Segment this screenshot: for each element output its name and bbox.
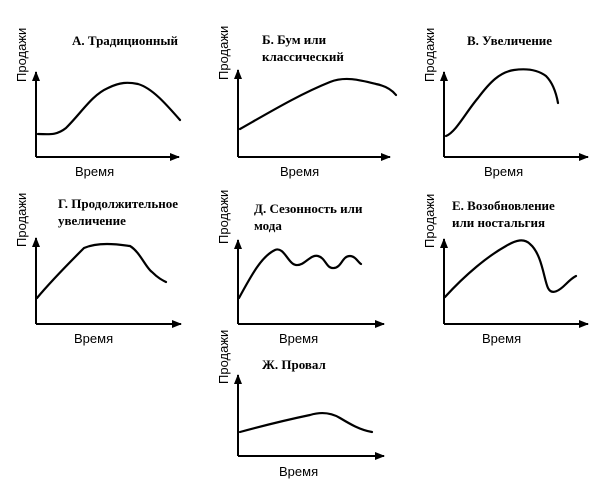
- x-axis-label: Время: [279, 464, 318, 479]
- chart-title-line-2: увеличение: [58, 213, 126, 228]
- chart-title: Г. Продолжительное: [58, 196, 178, 211]
- sales-curve: [238, 77, 398, 131]
- y-axis-label: Продажи: [216, 26, 231, 80]
- chart-title: Ж. Провал: [262, 357, 326, 372]
- y-axis-label: Продажи: [422, 28, 437, 82]
- sales-curve: [444, 68, 560, 138]
- y-axis-label: Продажи: [216, 190, 231, 244]
- y-axis-label: Продажи: [422, 194, 437, 248]
- sales-curve: [238, 411, 374, 434]
- x-axis-label: Время: [75, 164, 114, 179]
- chart-title-line-2: или ностальгия: [452, 215, 545, 230]
- x-axis-label: Время: [280, 164, 319, 179]
- chart-e: Продажи Е. Возобновление или ностальгия …: [422, 194, 589, 346]
- chart-title: Б. Бум или: [262, 32, 327, 47]
- chart-a: Продажи А. Традиционный Время: [14, 28, 182, 179]
- chart-b: Продажи Б. Бум или классический Время: [216, 26, 398, 179]
- sales-curve: [35, 242, 168, 300]
- sales-curve: [237, 248, 363, 300]
- x-axis-label: Время: [482, 331, 521, 346]
- chart-title: В. Увеличение: [467, 33, 552, 48]
- x-axis-label: Время: [279, 331, 318, 346]
- y-axis-label: Продажи: [216, 330, 231, 384]
- chart-d: Продажи Д. Сезонность или мода Время: [216, 190, 385, 346]
- sales-curve: [443, 239, 578, 299]
- chart-title-line-2: классический: [262, 49, 344, 64]
- chart-title: А. Традиционный: [72, 33, 178, 48]
- y-axis-label: Продажи: [14, 28, 29, 82]
- x-axis-label: Время: [484, 164, 523, 179]
- chart-v: Продажи В. Увеличение Время: [422, 28, 589, 179]
- sales-curve: [36, 81, 182, 136]
- chart-zh: Продажи Ж. Провал Время: [216, 330, 385, 479]
- chart-g: Продажи Г. Продолжительное увеличение Вр…: [14, 193, 182, 346]
- y-axis-label: Продажи: [14, 193, 29, 247]
- chart-title: Д. Сезонность или: [254, 201, 363, 216]
- chart-title-line-2: мода: [254, 218, 282, 233]
- x-axis-label: Время: [74, 331, 113, 346]
- chart-title: Е. Возобновление: [452, 198, 555, 213]
